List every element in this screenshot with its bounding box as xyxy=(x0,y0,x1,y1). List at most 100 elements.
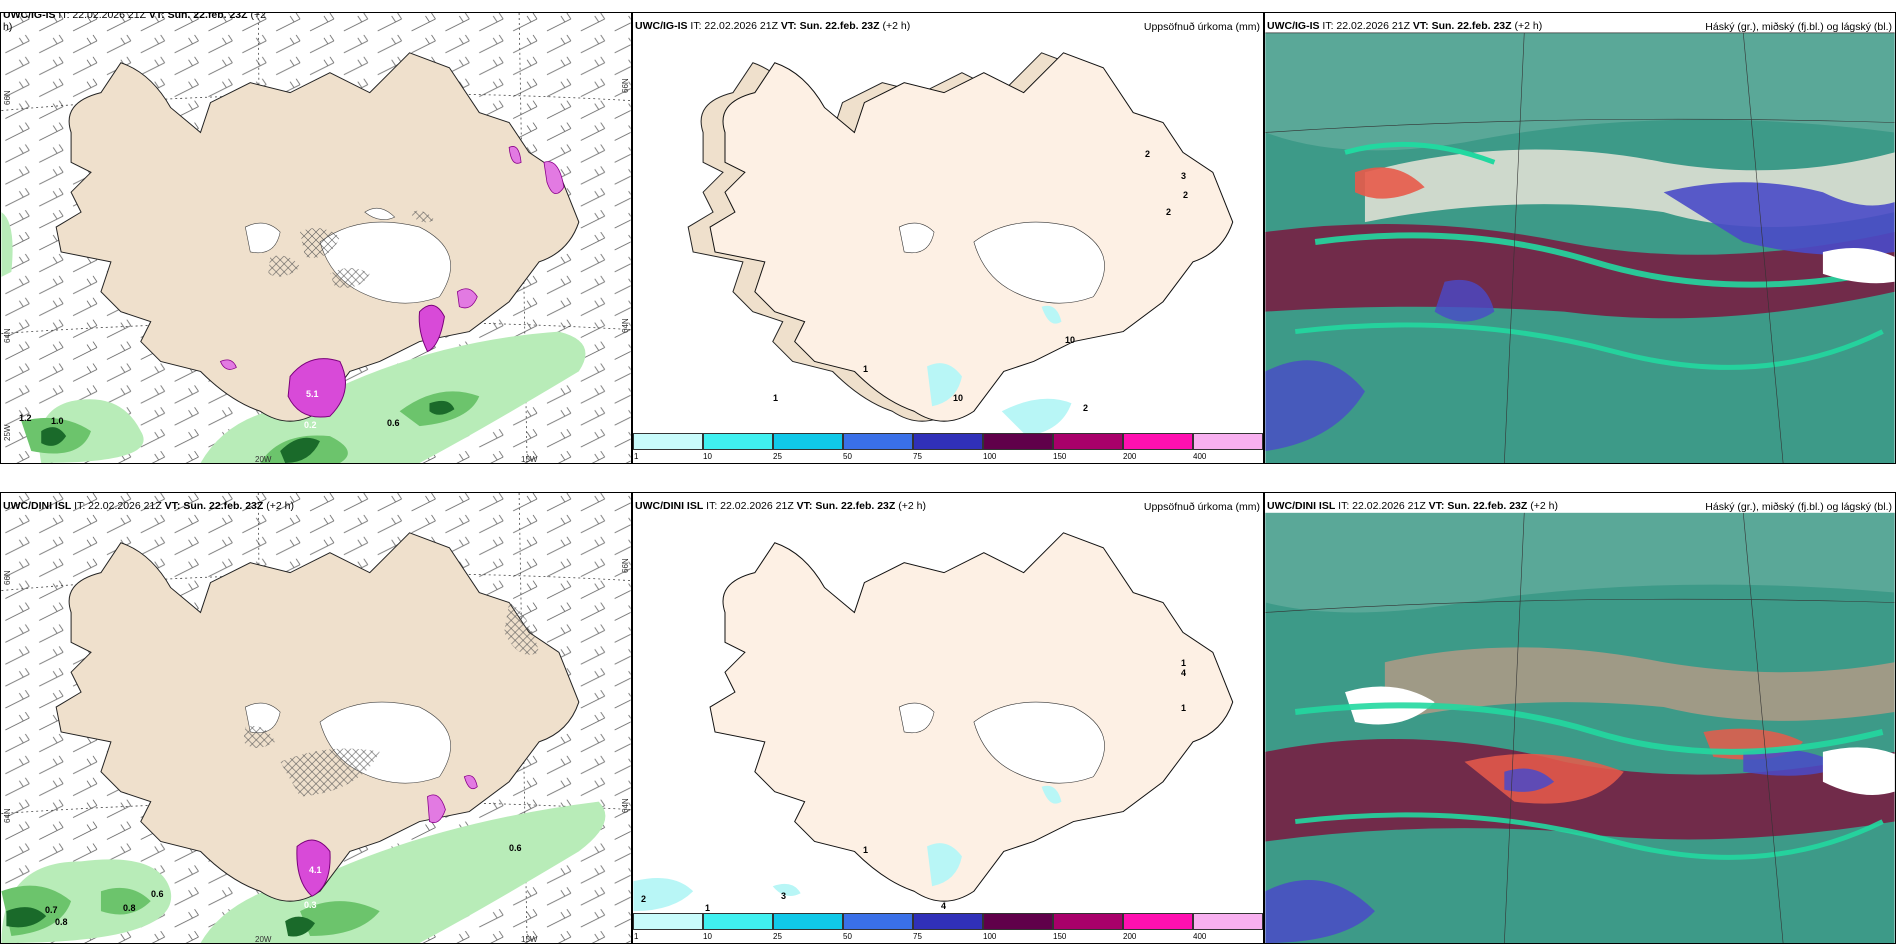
valid-time: Sun. 22.feb. 23Z xyxy=(1447,500,1528,512)
precip-label: 2 xyxy=(641,894,647,904)
colorbar-tick: 25 xyxy=(773,452,782,461)
panel-header: UWC/IG-IS IT: 22.02.2026 21Z VT: Sun. 22… xyxy=(1267,20,1542,32)
model-name: UWC/IG-IS xyxy=(3,12,56,21)
precip-label: 2 xyxy=(1183,190,1189,200)
colorbar-swatch xyxy=(843,433,913,450)
field-title: Uppsöfnuð úrkoma (mm) xyxy=(1143,501,1260,513)
colorbar-tick: 400 xyxy=(1193,452,1207,461)
lat-label: 64N xyxy=(3,328,12,343)
map-panel-clouds-top[interactable]: UWC/IG-IS IT: 22.02.2026 21Z VT: Sun. 22… xyxy=(1264,12,1896,464)
precip-label: 2 xyxy=(1166,207,1172,217)
model-name: UWC/IG-IS xyxy=(1267,20,1320,32)
precip-label: 3 xyxy=(781,891,787,901)
wind-label: 0.8 xyxy=(55,917,68,927)
valid-label: VT: xyxy=(1412,20,1429,32)
wind-label: 0.6 xyxy=(151,889,164,899)
precip-label: 3 xyxy=(1181,171,1187,181)
precip-label: 1 xyxy=(773,393,779,403)
colorbar-tick: 25 xyxy=(773,932,782,941)
init-time: IT: 22.02.2026 21Z xyxy=(690,20,778,32)
wind-map xyxy=(1,493,631,943)
colorbar-swatch xyxy=(913,433,983,450)
model-name: UWC/DINI ISL xyxy=(635,500,704,512)
lon-label: 15W xyxy=(521,935,538,944)
colorbar-tick: 50 xyxy=(843,932,852,941)
lon-label: 25W xyxy=(3,424,12,441)
colorbar-tick: 50 xyxy=(843,452,852,461)
colorbar-swatch xyxy=(1053,913,1123,930)
wind-label: 0.2 xyxy=(304,420,317,430)
wind-label: 5.1 xyxy=(306,389,319,399)
lat-label: 66N xyxy=(621,558,630,573)
map-panel-wind-bottom[interactable]: UWC/DINI ISL IT: 22.02.2026 21Z VT: Sun.… xyxy=(0,492,632,944)
colorbar-tick: 200 xyxy=(1123,932,1137,941)
field-title: Háský (gr.), miðský (fj.bl.) og lágský (… xyxy=(1705,501,1892,513)
precip-label: 1 xyxy=(863,845,869,855)
colorbar-swatch xyxy=(1053,433,1123,450)
precip-label: 1 xyxy=(1181,703,1187,713)
wind-label: 0.3 xyxy=(304,900,317,910)
wind-label: 4.1 xyxy=(309,865,322,875)
precip-label: 4 xyxy=(1181,668,1187,678)
colorbar-tick: 10 xyxy=(703,452,712,461)
valid-time: Sun. 22.feb. 23Z xyxy=(1431,20,1512,32)
lat-label: 64N xyxy=(621,798,630,813)
colorbar-tick: 10 xyxy=(703,932,712,941)
lead-time: (+2 h) xyxy=(1530,500,1558,512)
colorbar-tick: 150 xyxy=(1053,452,1067,461)
colorbar-tick: 100 xyxy=(983,932,997,941)
colorbar-swatch xyxy=(773,913,843,930)
wind-label: 1.0 xyxy=(51,416,64,426)
precip-label: 4 xyxy=(941,901,947,911)
colorbar-swatch xyxy=(1193,433,1263,450)
lat-label: 66N xyxy=(621,78,630,93)
lead-time: (+2 h) xyxy=(898,500,926,512)
valid-label: VT: xyxy=(1428,500,1445,512)
precip-label: 10 xyxy=(953,393,964,403)
valid-time: Sun. 22.feb. 23Z xyxy=(167,12,248,21)
panel-header: UWC/DINI ISL IT: 22.02.2026 21Z VT: Sun.… xyxy=(3,500,294,512)
precip-label: 10 xyxy=(1065,335,1076,345)
map-panel-wind-top[interactable]: UWC/IG-IS IT: 22.02.2026 21Z VT: Sun. 22… xyxy=(0,12,632,464)
map-panel-precip-top[interactable]: UWC/IG-IS IT: 22.02.2026 21Z VT: Sun. 22… xyxy=(632,12,1264,464)
model-name: UWC/DINI ISL xyxy=(1267,500,1336,512)
wind-label: 0.6 xyxy=(387,418,400,428)
field-title: Háský (gr.), miðský (fj.bl.) og lágský (… xyxy=(1705,21,1892,33)
valid-time: Sun. 22.feb. 23Z xyxy=(799,20,880,32)
precip-map xyxy=(687,52,1234,437)
lead-time: (+2 h) xyxy=(1514,20,1543,32)
colorbar-tick: 400 xyxy=(1193,932,1207,941)
field-title: Uppsöfnuð úrkoma (mm) xyxy=(1143,21,1260,33)
valid-label: VT: xyxy=(780,20,797,32)
colorbar-swatch xyxy=(983,433,1053,450)
precip-label: 1 xyxy=(863,364,869,374)
panel-header: UWC/DINI ISL IT: 22.02.2026 21Z VT: Sun.… xyxy=(635,500,926,512)
init-time: IT: 22.02.2026 21Z xyxy=(1338,500,1426,512)
precip-label: 1 xyxy=(1181,658,1187,668)
colorbar-swatch xyxy=(703,913,773,930)
init-time: IT: 22.02.2026 21Z xyxy=(706,500,794,512)
lat-label: 66N xyxy=(3,90,12,105)
precip-colorbar: 1 10 25 50 75 100 150 200 400 xyxy=(633,433,1263,463)
lat-label: 64N xyxy=(621,318,630,333)
valid-time: Sun. 22.feb. 23Z xyxy=(183,500,264,512)
lon-label: 20W xyxy=(255,455,272,464)
map-panel-clouds-bottom[interactable]: UWC/DINI ISL IT: 22.02.2026 21Z VT: Sun.… xyxy=(1264,492,1896,944)
lat-label: 66N xyxy=(3,570,12,585)
map-panel-precip-bottom[interactable]: UWC/DINI ISL IT: 22.02.2026 21Z VT: Sun.… xyxy=(632,492,1264,944)
valid-label: VT: xyxy=(148,12,165,21)
colorbar-swatch xyxy=(913,913,983,930)
precip-label: 2 xyxy=(1145,149,1151,159)
precip-colorbar: 1 10 25 50 75 100 150 200 400 xyxy=(633,913,1263,943)
colorbar-swatch xyxy=(1193,913,1263,930)
model-name: UWC/IG-IS xyxy=(635,20,688,32)
colorbar-tick: 100 xyxy=(983,452,997,461)
wind-label: 0.6 xyxy=(509,843,522,853)
model-name: UWC/DINI ISL xyxy=(3,500,72,512)
panel-header: UWC/DINI ISL IT: 22.02.2026 21Z VT: Sun.… xyxy=(1267,500,1558,512)
colorbar-tick: 1 xyxy=(634,452,639,461)
init-time: IT: 22.02.2026 21Z xyxy=(58,12,146,21)
valid-label: VT: xyxy=(164,500,181,512)
colorbar-swatch xyxy=(1123,913,1193,930)
precip-label: 1 xyxy=(705,903,711,913)
